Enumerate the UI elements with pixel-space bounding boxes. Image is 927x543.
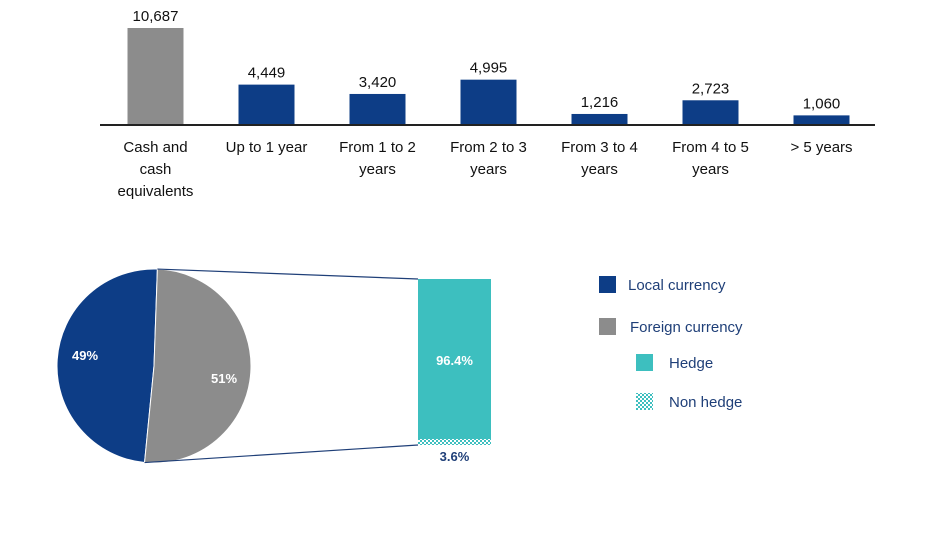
maturity-bar-chart: 10,687 Cash and cash equivalents 4,449 Up to …: [118, 8, 853, 200]
bar-5: [682, 100, 739, 125]
pie-slice-local-currency: [56, 268, 158, 464]
bar-4: [571, 113, 628, 125]
category-label-2-1: years: [359, 161, 396, 178]
bar-value-label-0: 10,687: [133, 8, 179, 25]
breakdown-label-non-hedge: 3.6%: [440, 449, 470, 464]
legend-label-hedge: Hedge: [669, 355, 713, 372]
foreign-currency-breakdown-bar: 96.4% 3.6%: [418, 279, 491, 464]
bar-value-label-5: 2,723: [692, 80, 730, 97]
category-label-5-1: years: [692, 161, 729, 178]
category-label-3-0: From 2 to 3: [450, 139, 527, 156]
category-label-1-0: Up to 1 year: [226, 139, 308, 156]
category-label-4-0: From 3 to 4: [561, 139, 638, 156]
bar-6: [793, 115, 850, 125]
bar-value-label-6: 1,060: [803, 95, 841, 112]
connector-line-bottom: [144, 444, 419, 464]
bar-value-label-2: 3,420: [359, 74, 397, 91]
breakdown-segment-non-hedge: [418, 439, 491, 445]
connector-line-top: [157, 268, 419, 280]
bar-3: [460, 79, 517, 125]
category-label-2-0: From 1 to 2: [339, 139, 416, 156]
legend-label-non-hedge: Non hedge: [669, 394, 742, 411]
pie-slice-foreign-currency: [143, 268, 252, 464]
breakdown-label-hedge: 96.4%: [436, 353, 473, 368]
category-label-3-1: years: [470, 161, 507, 178]
legend-label-local-currency: Local currency: [628, 277, 726, 294]
legend-label-foreign-currency: Foreign currency: [630, 319, 743, 336]
category-label-0-1: cash: [140, 161, 172, 178]
category-label-4-1: years: [581, 161, 618, 178]
category-label-0-2: equivalents: [118, 183, 194, 200]
category-label-5-0: From 4 to 5: [672, 139, 749, 156]
bar-value-label-3: 4,995: [470, 60, 508, 77]
category-label-0-0: Cash and: [123, 139, 187, 156]
currency-pie-chart: 49% 51%: [56, 268, 419, 464]
pie-label-foreign-currency: 51%: [211, 371, 237, 386]
chart-legend: Local currency Foreign currency Hedge Non h…: [599, 276, 743, 411]
category-label-6-0: > 5 years: [790, 139, 852, 156]
legend-swatch-local-currency: [599, 276, 616, 293]
breakdown-segment-hedge: [418, 279, 491, 440]
bar-value-label-1: 4,449: [248, 65, 286, 82]
bar-1: [238, 84, 295, 125]
bar-2: [349, 93, 406, 125]
legend-swatch-foreign-currency: [599, 318, 616, 335]
legend-swatch-non-hedge: [636, 393, 653, 410]
pie-label-local-currency: 49%: [72, 348, 98, 363]
bar-value-label-4: 1,216: [581, 94, 619, 111]
legend-swatch-hedge: [636, 354, 653, 371]
bar-0: [127, 28, 184, 125]
